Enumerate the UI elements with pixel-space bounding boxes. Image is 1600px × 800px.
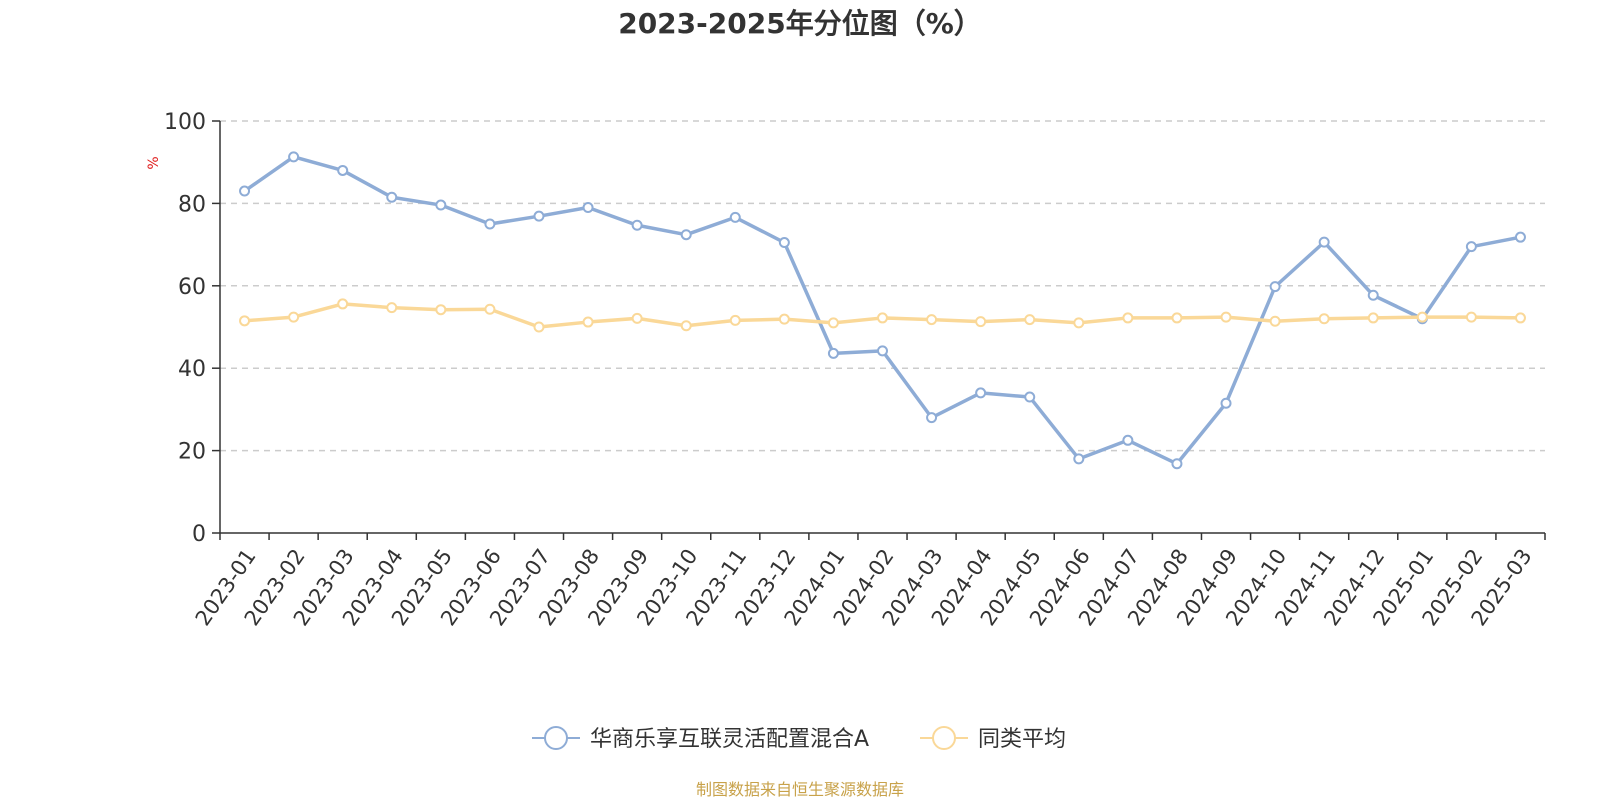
legend-swatch-circle	[544, 726, 568, 750]
grid-lines	[220, 120, 1545, 452]
data-point	[239, 185, 251, 197]
data-point	[582, 316, 594, 328]
data-point	[1220, 311, 1232, 323]
data-point	[1073, 317, 1085, 329]
legend: 华商乐享互联灵活配置混合A 同类平均	[532, 726, 1066, 752]
data-point	[533, 210, 545, 222]
data-point	[729, 314, 741, 326]
y-axis-label: %	[146, 156, 162, 169]
data-point	[1171, 458, 1183, 470]
data-point	[778, 237, 790, 249]
data-point	[533, 321, 545, 333]
data-point	[729, 211, 741, 223]
legend-swatch-circle	[932, 726, 956, 750]
data-point	[877, 312, 888, 324]
data-point	[975, 387, 987, 399]
y-tick-label: 80	[178, 192, 206, 217]
data-point	[1171, 312, 1183, 324]
legend-label: 同类平均	[978, 727, 1066, 752]
y-tick-label: 60	[178, 275, 206, 300]
series-1	[239, 298, 1526, 333]
data-point	[1269, 315, 1281, 327]
data-point	[386, 191, 398, 203]
axes: 0204060801002023-012023-022023-032023-04…	[146, 110, 1546, 630]
data-point	[288, 311, 300, 323]
data-point	[1416, 311, 1428, 323]
data-point	[435, 304, 447, 316]
y-tick-label: 0	[192, 522, 206, 547]
data-point	[1514, 231, 1526, 243]
source-note: 制图数据来自恒生聚源数据库	[695, 780, 904, 799]
data-point	[1465, 241, 1477, 253]
y-tick-label: 20	[178, 440, 206, 465]
data-point	[975, 316, 987, 328]
data-point	[680, 229, 692, 241]
data-point	[1367, 312, 1379, 324]
series-0	[239, 151, 1526, 470]
data-point	[827, 347, 839, 359]
data-point	[926, 412, 938, 424]
data-point	[1024, 314, 1036, 326]
legend-item-0[interactable]: 华商乐享互联灵活配置混合A	[532, 726, 869, 752]
data-point	[631, 219, 643, 231]
data-point	[778, 313, 790, 325]
data-point	[1073, 453, 1085, 465]
data-point	[1367, 289, 1379, 301]
data-point	[337, 164, 349, 176]
legend-item-1[interactable]: 同类平均	[920, 726, 1066, 752]
data-point	[1318, 236, 1330, 248]
data-point	[1122, 312, 1134, 324]
series-lines	[239, 151, 1526, 470]
data-point	[1465, 311, 1477, 323]
data-point	[386, 302, 398, 314]
data-point	[827, 317, 839, 329]
data-point	[582, 202, 594, 214]
data-point	[1269, 281, 1281, 293]
data-point	[631, 312, 643, 324]
y-tick-label: 40	[178, 357, 206, 382]
data-point	[877, 345, 888, 357]
data-point	[484, 303, 496, 315]
data-point	[926, 314, 938, 326]
y-tick-label: 100	[164, 110, 206, 135]
data-point	[288, 151, 300, 163]
data-point	[1220, 397, 1232, 409]
data-point	[484, 218, 496, 230]
data-point	[680, 320, 692, 332]
data-point	[1024, 391, 1036, 403]
data-point	[239, 315, 251, 327]
data-point	[435, 199, 447, 211]
data-point	[1318, 313, 1330, 325]
legend-label: 华商乐享互联灵活配置混合A	[590, 727, 869, 752]
data-point	[337, 298, 349, 310]
data-point	[1122, 434, 1134, 446]
chart-title: 2023-2025年分位图（%）	[618, 7, 982, 40]
data-point	[1514, 312, 1526, 324]
